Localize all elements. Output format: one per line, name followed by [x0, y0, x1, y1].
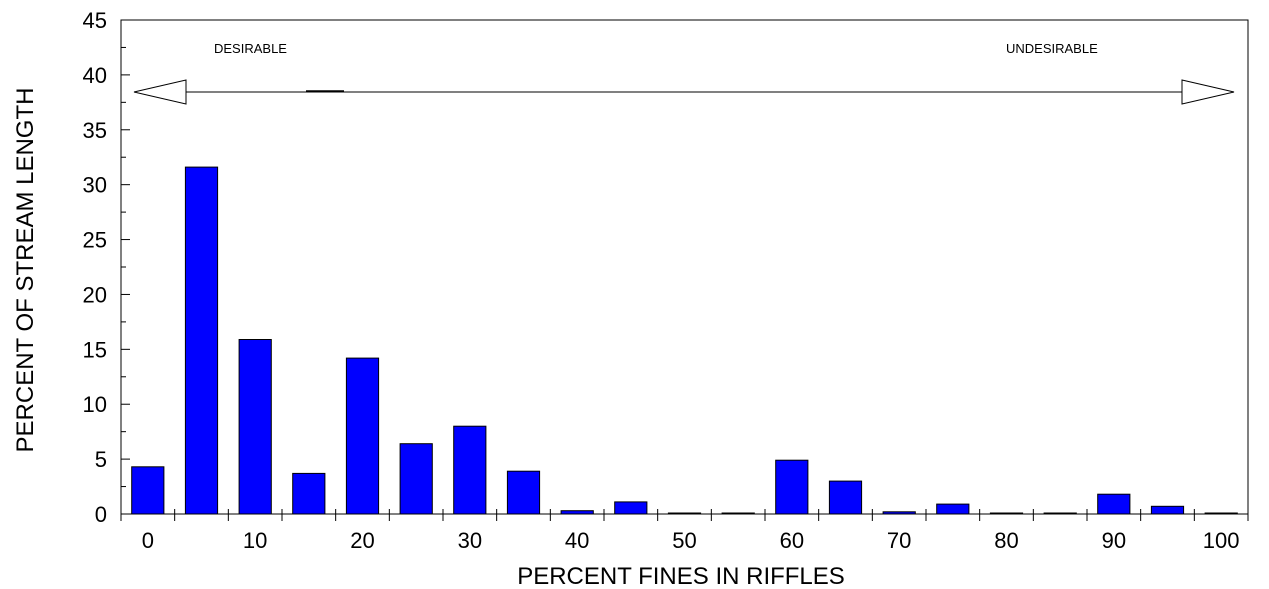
desirable-label: DESIRABLE: [214, 41, 287, 56]
bar-0: [131, 466, 165, 515]
y-tick-label-40: 40: [83, 63, 107, 88]
y-tick-label-0: 0: [95, 502, 107, 527]
x-tick-label-70: 70: [887, 528, 911, 553]
x-tick-label-0: 0: [142, 528, 154, 553]
y-axis-title: PERCENT OF STREAM LENGTH: [12, 88, 39, 453]
y-ticks-layer: 0 5 10 15 20 25 30 35 40 45: [83, 8, 130, 527]
y-tick-label-20: 20: [83, 282, 107, 307]
y-tick-label-15: 15: [83, 337, 107, 362]
x-tick-label-100: 100: [1203, 528, 1240, 553]
x-tick-label-40: 40: [565, 528, 589, 553]
x-tick-label-80: 80: [994, 528, 1018, 553]
bar-75: [936, 503, 970, 515]
axes-layer: [120, 19, 1249, 515]
bar-45: [614, 501, 648, 515]
y-tick-label-10: 10: [83, 392, 107, 417]
bar-35: [506, 470, 541, 515]
bars-layer: [131, 166, 1238, 515]
bar-25: [399, 443, 433, 515]
bar-65: [828, 480, 863, 515]
x-axis-title: PERCENT FINES IN RIFFLES: [517, 563, 845, 589]
x-tick-label-10: 10: [243, 528, 267, 553]
y-tick-label-45: 45: [83, 8, 107, 33]
y-tick-label-5: 5: [95, 447, 107, 472]
bar-5: [184, 166, 219, 515]
x-tick-label-30: 30: [458, 528, 482, 553]
x-tick-label-90: 90: [1102, 528, 1126, 553]
range-annotation: DESIRABLE UNDESIRABLE: [133, 41, 1235, 105]
bar-95: [1150, 505, 1185, 515]
y-tick-label-35: 35: [83, 118, 107, 143]
plot-frame: [120, 19, 1249, 515]
bar-20: [345, 357, 380, 515]
x-ticks-layer: 0 10 20 30 40 50 60 70 80 90 100: [120, 509, 1249, 553]
bar-15: [292, 472, 326, 515]
x-tick-label-60: 60: [780, 528, 804, 553]
x-tick-label-50: 50: [672, 528, 696, 553]
bar-30: [453, 425, 487, 515]
left-arrowhead: [133, 79, 187, 105]
bar-10: [238, 339, 272, 515]
bar-60: [775, 459, 809, 515]
undesirable-label: UNDESIRABLE: [1006, 41, 1098, 56]
y-tick-label-30: 30: [83, 173, 107, 198]
y-tick-label-25: 25: [83, 228, 107, 253]
x-tick-label-20: 20: [350, 528, 374, 553]
bar-90: [1097, 493, 1131, 515]
right-arrowhead: [1181, 79, 1235, 105]
